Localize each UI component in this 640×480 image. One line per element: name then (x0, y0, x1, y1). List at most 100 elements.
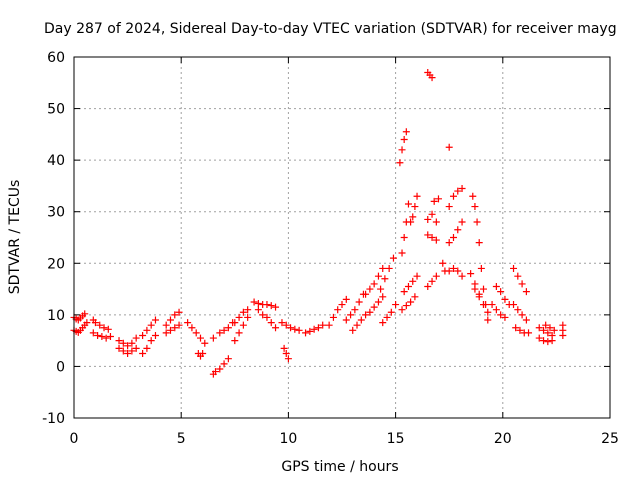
data-point-sat-q (272, 303, 280, 311)
data-point-sat-bb (535, 334, 543, 342)
data-point-sat-ap (458, 218, 466, 226)
data-point-sat-ac (398, 249, 406, 257)
data-point-sat-z (374, 298, 382, 306)
data-point-sat-bb (544, 338, 552, 346)
data-point-sat-t (282, 350, 290, 358)
data-point-sat-aw (501, 295, 509, 303)
data-point-sat-ar (473, 218, 481, 226)
data-point-sat-ai (428, 74, 436, 82)
data-point-sat-ab (387, 308, 395, 316)
data-point-sat-ar (475, 239, 483, 247)
data-point-sat-q (263, 301, 271, 309)
data-point-sat-m (212, 368, 220, 376)
data-point-sat-az (512, 324, 520, 332)
data-point-sat-ae (411, 293, 419, 301)
data-point-sat-af (407, 218, 415, 226)
data-point-sat-r (272, 324, 280, 332)
data-point-sat-o (235, 329, 243, 337)
data-point-sat-ar (480, 285, 488, 293)
data-point-sat-w (351, 306, 359, 314)
data-point-sat-r (267, 319, 275, 327)
data-point-sat-ax (514, 272, 522, 280)
data-point-sat-am (439, 259, 447, 267)
data-point-sat-w (355, 298, 363, 306)
data-point-sat-ae (407, 298, 415, 306)
data-point-sat-t (284, 355, 292, 363)
data-point-sat-aj (428, 210, 436, 218)
data-point-sat-ag (400, 288, 408, 296)
data-point-sat-aq (449, 264, 457, 272)
data-point-sat-v (334, 306, 342, 314)
data-point-sat-ae (402, 302, 410, 310)
y-tick-label: -10 (42, 411, 65, 427)
data-point-sat-n (216, 329, 224, 337)
data-point-sat-n (224, 324, 232, 332)
data-point-sat-ad (398, 146, 406, 154)
data-point-sat-u (314, 324, 322, 332)
data-point-sat-au (482, 301, 490, 309)
data-point-sat-ay (514, 306, 522, 314)
data-point-sat-g (151, 331, 159, 339)
data-point-sat-k (201, 339, 209, 347)
data-point-sat-v (325, 321, 333, 329)
data-point-sat-aq (458, 272, 466, 280)
data-point-sat-ak (424, 282, 432, 290)
data-point-sat-ac (404, 200, 412, 208)
data-point-sat-w (342, 316, 350, 324)
data-point-sat-bb (540, 337, 548, 345)
data-point-sat-aj (432, 218, 440, 226)
data-point-sat-i (162, 321, 170, 329)
data-point-sat-o (239, 321, 247, 329)
data-point-sat-c (100, 324, 108, 332)
data-point-sat-ax (510, 264, 518, 272)
data-point-sat-ad (402, 128, 410, 136)
data-point-sat-al (430, 197, 438, 205)
data-point-sat-af (411, 203, 419, 211)
data-point-sat-v (329, 313, 337, 321)
data-point-sat-i (166, 316, 174, 324)
data-point-sat-ab (383, 313, 391, 321)
data-point-sat-bd (559, 321, 567, 329)
data-point-sat-bb (548, 337, 556, 345)
data-point-sat-y (379, 264, 387, 272)
data-point-sat-z (379, 293, 387, 301)
data-point-sat-ar (471, 203, 479, 211)
data-point-sat-k (196, 334, 204, 342)
data-point-sat-f (128, 347, 136, 355)
x-tick-label: 20 (494, 431, 512, 447)
data-point-sat-ae (398, 306, 406, 314)
data-point-sat-ad (400, 136, 408, 144)
data-point-sat-ar (469, 192, 477, 200)
data-point-sat-i (171, 311, 179, 319)
data-point-sat-bc (542, 321, 550, 329)
data-point-sat-f (124, 350, 132, 358)
data-point-sat-ba (540, 326, 548, 334)
data-point-sat-j (166, 326, 174, 334)
data-point-sat-e (132, 334, 140, 342)
data-point-sat-v (338, 301, 346, 309)
data-point-sat-h (143, 326, 151, 334)
data-point-sat-w (347, 311, 355, 319)
data-point-sat-h (151, 316, 159, 324)
data-point-sat-x (353, 321, 361, 329)
data-point-sat-c (96, 321, 104, 329)
data-point-sat-ag (413, 272, 421, 280)
data-point-sat-m (216, 365, 224, 373)
data-point-sat-d (102, 334, 110, 342)
data-point-sat-af (413, 192, 421, 200)
data-point-sat-ah (428, 234, 436, 241)
data-point-sat-ah (424, 231, 432, 239)
data-point-sat-ar (477, 264, 485, 272)
data-point-sat-aw (497, 288, 505, 296)
data-point-sat-as (467, 270, 475, 278)
data-point-sat-v (342, 295, 350, 303)
data-point-sat-f (132, 344, 140, 352)
data-point-sat-aa (381, 275, 389, 283)
data-point-sat-ba (535, 324, 543, 332)
chart-title: Day 287 of 2024, Sidereal Day-to-day VTE… (44, 21, 617, 37)
data-point-sat-q (250, 298, 258, 306)
data-point-sat-e (128, 339, 136, 347)
data-point-sat-z (370, 303, 378, 311)
